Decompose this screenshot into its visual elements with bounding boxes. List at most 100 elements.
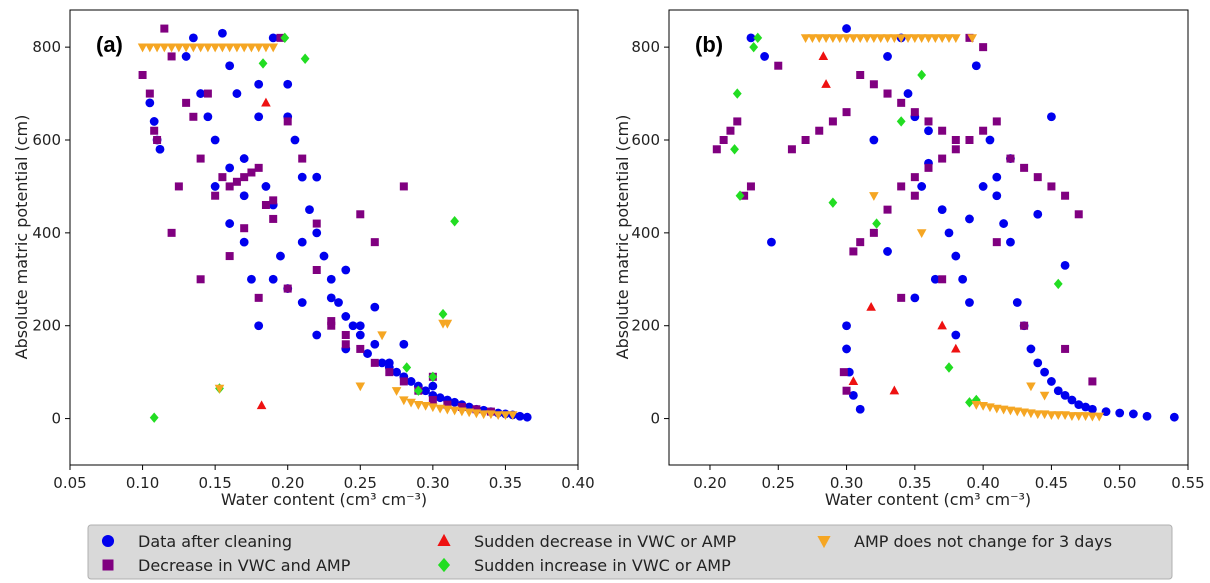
panel-b-decrease-in-vwc-and-amp-point — [869, 228, 878, 237]
panel-a-y-tick-label: 200 — [32, 317, 61, 335]
panel-b-data-after-cleaning-point — [1115, 408, 1125, 418]
panel-b-x-tick-label: 0.35 — [898, 474, 931, 492]
panel-b-y-ticks: 0 200 400 600 800 — [631, 38, 669, 428]
panel-a-amp-does-not-change-for-3-days-point — [188, 43, 199, 53]
panel-a-data-after-cleaning-point — [210, 182, 220, 191]
panel-b-decrease-in-vwc-and-amp-point — [869, 80, 878, 89]
panel-a-sudden-decrease-in-vwc-or-amp-point — [256, 400, 267, 410]
panel-a-data-after-cleaning-point — [384, 358, 394, 368]
panel-b-amp-does-not-change-for-3-days-point — [985, 403, 995, 413]
panel-b-amp-does-not-change-for-3-days-point — [855, 34, 866, 44]
panel-b-decrease-in-vwc-and-amp-point — [897, 98, 906, 107]
panel-a-data-after-cleaning-point — [225, 61, 235, 71]
panel-a-decrease-in-vwc-and-amp-point — [247, 168, 256, 177]
panel-a-amp-does-not-change-for-3-days-point — [217, 43, 228, 53]
panel-a-sudden-increase-in-vwc-or-amp-point — [428, 371, 438, 382]
panel-a-x-tick-label: 0.20 — [271, 474, 304, 492]
panel-b-amp-does-not-change-for-3-days-point — [1046, 411, 1057, 421]
panel-b-amp-does-not-change-for-3-days-point — [1026, 409, 1036, 419]
panel-a-data-after-cleaning-point — [181, 52, 191, 61]
panel-b-amp-does-not-change-for-3-days-point — [1005, 406, 1016, 416]
panel-a-data-after-cleaning-point — [297, 237, 307, 247]
panel-a-data-after-cleaning-point — [305, 205, 314, 215]
panel-a-decrease-in-vwc-and-amp-point — [211, 191, 220, 200]
panel-b-amp-does-not-change-for-3-days-point — [828, 34, 838, 44]
panel-a-data-after-cleaning-point — [334, 298, 343, 307]
panel-a-decrease-in-vwc-and-amp-point — [196, 275, 205, 284]
panel-a-x-tick-label: 0.35 — [489, 474, 522, 492]
panel-b-data-after-cleaning-point — [1040, 367, 1049, 377]
panel-a-decrease-in-vwc-and-amp-point — [240, 224, 249, 233]
panel-b-data-after-cleaning-point — [1026, 344, 1036, 354]
panel-b-decrease-in-vwc-and-amp-point — [1020, 163, 1029, 172]
panel-b-data-after-cleaning-point — [992, 191, 1002, 201]
panel-a-x-tick-label: 0.30 — [416, 474, 449, 492]
panel-b-sudden-increase-in-vwc-or-amp-point — [965, 397, 974, 408]
panel-b-amp-does-not-change-for-3-days-point — [869, 192, 879, 201]
panel-b-x-tick-label: 0.45 — [1035, 474, 1068, 492]
panel-a-decrease-in-vwc-and-amp-point — [443, 400, 452, 409]
panel-b-data-after-cleaning-point — [1060, 390, 1070, 400]
panel-b-amp-does-not-change-for-3-days-point — [862, 34, 872, 44]
panel-a-decrease-in-vwc-and-amp-point — [327, 321, 336, 330]
panel-b-sudden-increase-in-vwc-or-amp-point — [732, 88, 742, 99]
panel-a-y-tick-label: 400 — [32, 224, 61, 242]
panel-b-data-after-cleaning-point — [971, 61, 981, 71]
panel-a-data-after-cleaning-point — [312, 228, 322, 238]
panel-a-data-after-cleaning-point — [254, 321, 264, 331]
panel-a-data-after-cleaning-point — [421, 386, 430, 396]
panel-b-amp-does-not-change-for-3-days-point — [1073, 412, 1084, 421]
panel-b-amp-does-not-change-for-3-days-point — [1032, 410, 1043, 420]
panel-a-data-after-cleaning-point — [428, 381, 438, 391]
panel-a-x-tick-label: 0.40 — [561, 474, 594, 492]
panel-a-frame — [69, 9, 579, 466]
panel-b-decrease-in-vwc-and-amp-point — [815, 126, 824, 135]
panel-a-decrease-in-vwc-and-amp-point — [298, 154, 307, 163]
panel-a-data-after-cleaning-point — [370, 339, 380, 349]
panel-b-decrease-in-vwc-and-amp-point — [787, 145, 796, 154]
panel-a-data-after-cleaning-point — [261, 182, 271, 191]
panel-a-data-after-cleaning-point — [254, 79, 264, 89]
panel-b-decrease-in-vwc-and-amp-point — [1061, 344, 1070, 353]
panel-b-data-after-cleaning-point — [855, 404, 865, 414]
panel-b-decrease-in-vwc-and-amp-point — [1033, 173, 1042, 182]
panel-a-data-after-cleaning-point — [399, 339, 409, 349]
panel-a-data-after-cleaning-point — [341, 312, 351, 321]
panel-a-data-after-cleaning-point — [450, 397, 460, 407]
panel-a-data-after-cleaning-point — [515, 411, 525, 421]
panel-b-data-after-cleaning-point — [1087, 404, 1097, 414]
panel-b-decrease-in-vwc-and-amp-point — [1006, 154, 1015, 163]
panel-b-data-after-cleaning-point — [951, 251, 961, 261]
panel-b-amp-does-not-change-for-3-days-point — [807, 34, 818, 44]
panel-b-data-after-cleaning-point — [1033, 209, 1043, 219]
panel-b-sudden-decrease-in-vwc-or-amp-point — [866, 301, 876, 311]
panel-b-y-tick-label: 800 — [631, 38, 660, 56]
panel-a-data-after-cleaning-point — [341, 265, 351, 275]
panel-b-data-after-cleaning-point — [767, 237, 776, 247]
panel-b-data-after-cleaning-point — [965, 214, 974, 224]
panel-a-label: (a) — [96, 32, 123, 57]
panel-a-data-after-cleaning-point — [155, 144, 165, 154]
panel-b-amp-does-not-change-for-3-days-point — [930, 34, 941, 44]
legend-label-data-after-cleaning: Data after cleaning — [138, 532, 292, 551]
panel-a-amp-does-not-change-for-3-days-point — [449, 406, 460, 416]
panel-a-amp-does-not-change-for-3-days-point — [210, 43, 220, 53]
panel-a-amp-does-not-change-for-3-days-point — [457, 407, 467, 417]
panel-b-amp-does-not-change-for-3-days-point — [944, 34, 954, 44]
panel-a-data-after-cleaning-point — [355, 321, 365, 331]
panel-a-amp-does-not-change-for-3-days-point — [486, 410, 496, 420]
panel-b-amp-does-not-change-for-3-days-point — [882, 34, 893, 44]
panel-b-amp-does-not-change-for-3-days-point — [841, 34, 852, 44]
panel-a-decrease-in-vwc-and-amp-point — [399, 377, 408, 386]
panel-a-decrease-in-vwc-and-amp-point — [218, 173, 227, 182]
panel-b-amp-does-not-change-for-3-days-point — [937, 34, 947, 44]
panel-a-decrease-in-vwc-and-amp-point — [167, 228, 176, 237]
panel-a-decrease-in-vwc-and-amp-point — [225, 252, 234, 261]
panel-b-frame — [668, 9, 1189, 466]
panel-a-sudden-increase-in-vwc-or-amp-point — [413, 385, 423, 396]
panel-b-decrease-in-vwc-and-amp-point — [924, 117, 933, 126]
panel-a-amp-does-not-change-for-3-days-point — [159, 43, 170, 53]
panel-a-data-after-cleaning-point — [210, 135, 220, 145]
panel-b-amp-does-not-change-for-3-days-point — [916, 229, 927, 239]
panel-b-data-after-cleaning-point — [903, 89, 913, 98]
